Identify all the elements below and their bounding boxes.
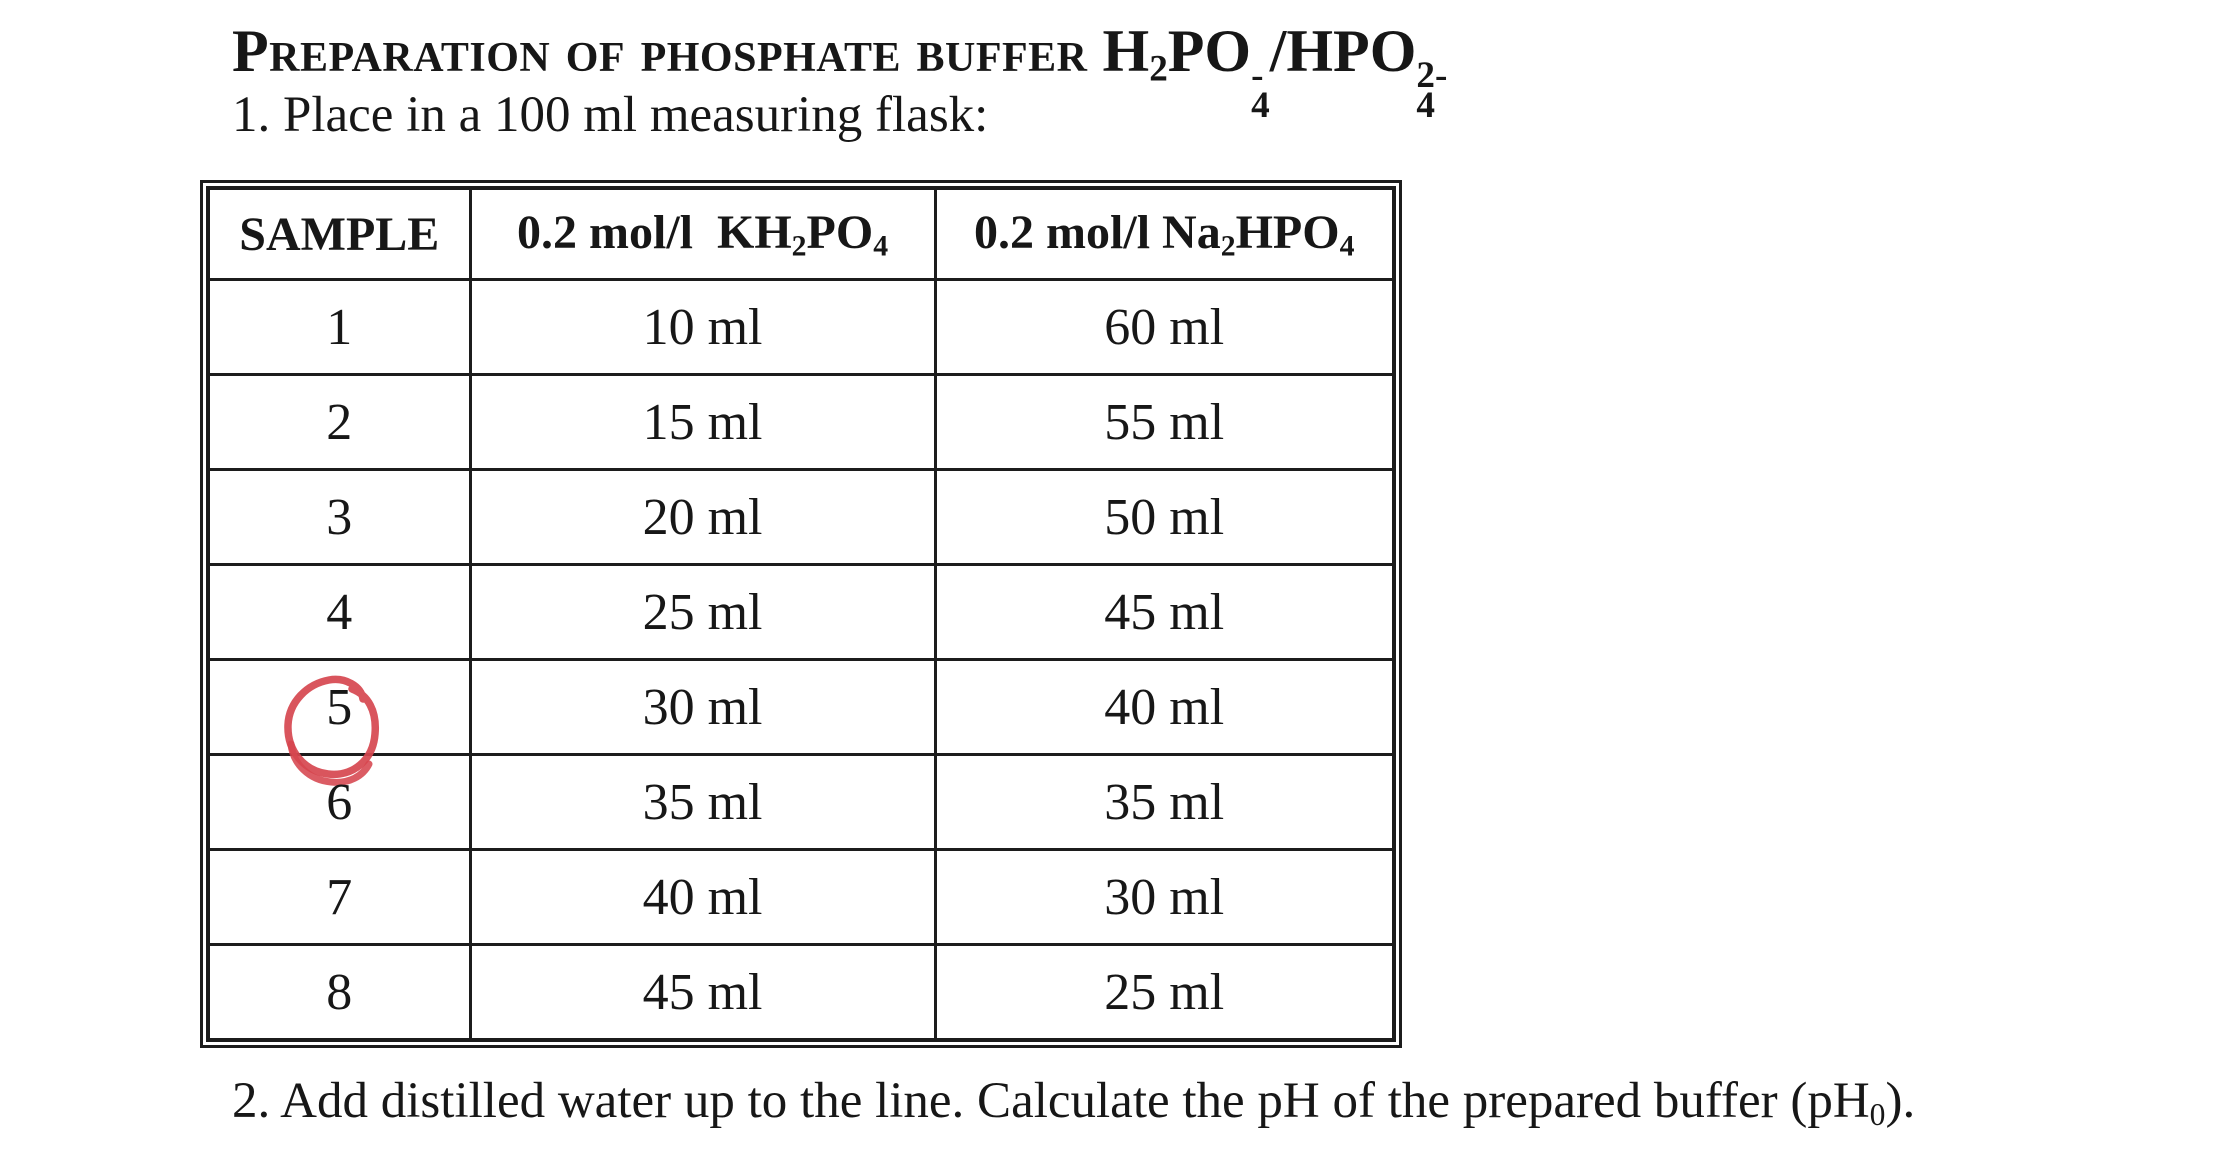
cell-kh2po4: 35 ml — [468, 753, 937, 851]
cell-na2hpo4: 40 ml — [933, 658, 1396, 756]
cell-na2hpo4: 30 ml — [933, 848, 1396, 946]
cell-kh2po4: 25 ml — [468, 563, 937, 661]
buffer-table: SAMPLE 0.2 mol/l KH2PO4 0.2 mol/l Na2HPO… — [206, 186, 1396, 1042]
table-row: 1 10 ml 60 ml — [206, 278, 1396, 376]
cell-kh2po4: 40 ml — [468, 848, 937, 946]
cell-kh2po4: 20 ml — [468, 468, 937, 566]
table-row: 4 25 ml 45 ml — [206, 563, 1396, 661]
cell-kh2po4: 15 ml — [468, 373, 937, 471]
cell-sample: 3 — [206, 468, 472, 566]
title-text: Preparation of phosphate buffer — [232, 18, 1088, 84]
cell-kh2po4: 10 ml — [468, 278, 937, 376]
table-row: 8 45 ml 25 ml — [206, 943, 1396, 1042]
table-row: 3 20 ml 50 ml — [206, 468, 1396, 566]
table-row: 6 35 ml 35 ml — [206, 753, 1396, 851]
cell-sample: 8 — [206, 943, 472, 1042]
col-header-sample: SAMPLE — [206, 186, 472, 281]
col-header-kh2po4: 0.2 mol/l KH2PO4 — [468, 186, 937, 281]
title-chemical-formula: H2PO -4/HPO 2- 4 — [1102, 18, 1448, 127]
buffer-table-frame: SAMPLE 0.2 mol/l KH2PO4 0.2 mol/l Na2HPO… — [200, 180, 1402, 1048]
cell-na2hpo4: 55 ml — [933, 373, 1396, 471]
cell-sample: 6 — [206, 753, 472, 851]
page-title: Preparation of phosphate buffer H2PO -4/H… — [232, 14, 1448, 127]
cell-sample: 2 — [206, 373, 472, 471]
table-row-marked: 5 30 ml 40 ml — [206, 658, 1396, 786]
cell-kh2po4: 45 ml — [468, 943, 937, 1042]
table-header-row: SAMPLE 0.2 mol/l KH2PO4 0.2 mol/l Na2HPO… — [206, 186, 1396, 281]
cell-sample: 1 — [206, 278, 472, 376]
cell-sample: 4 — [206, 563, 472, 661]
step-2-instruction: 2. Add distilled water up to the line. C… — [232, 1073, 1916, 1132]
cell-sample-marked: 5 — [206, 658, 472, 786]
cell-kh2po4: 30 ml — [468, 658, 937, 756]
cell-na2hpo4: 35 ml — [933, 753, 1396, 851]
cell-sample: 7 — [206, 848, 472, 946]
table-row: 2 15 ml 55 ml — [206, 373, 1396, 471]
step-1-instruction: 1. Place in a 100 ml measuring flask: — [232, 87, 989, 143]
cell-na2hpo4: 60 ml — [933, 278, 1396, 376]
col-header-na2hpo4: 0.2 mol/l Na2HPO4 — [933, 186, 1396, 281]
cell-na2hpo4: 50 ml — [933, 468, 1396, 566]
cell-na2hpo4: 25 ml — [933, 943, 1396, 1042]
table-row: 7 40 ml 30 ml — [206, 848, 1396, 946]
cell-na2hpo4: 45 ml — [933, 563, 1396, 661]
